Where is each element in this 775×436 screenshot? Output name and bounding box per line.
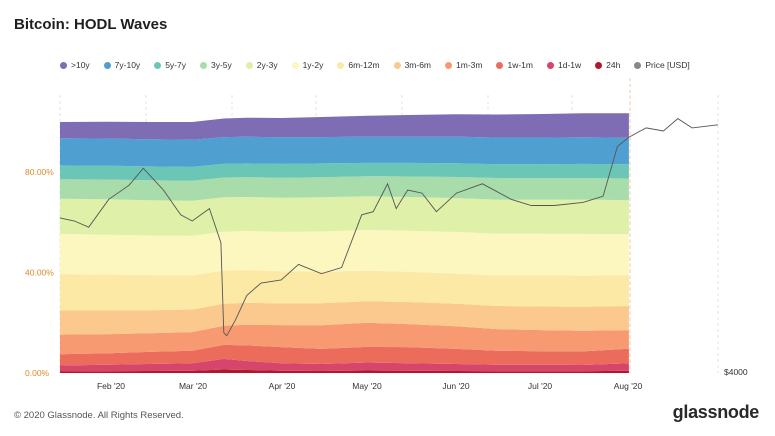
legend-label: 7y-10y: [114, 60, 141, 70]
legend-dot: [393, 61, 401, 69]
legend-item[interactable]: 3y-5y: [199, 60, 232, 70]
band-2y3y: [60, 196, 629, 236]
band-24h: [60, 369, 629, 373]
price-series: [59, 118, 719, 337]
x-tick-label: Aug '20: [614, 381, 643, 391]
legend-dot: [103, 61, 111, 69]
x-tick-label: Feb '20: [97, 381, 125, 391]
legend-dot: [634, 61, 642, 69]
band-6m12m: [60, 270, 629, 311]
y-tick-label: 80.00%: [25, 167, 54, 177]
chart-legend: >10y 7y-10y 5y-7y 3y-5y 2y-3y 1y-2y 6m-12m 3m-6…: [60, 58, 704, 72]
legend-item[interactable]: 1d-1w: [546, 60, 582, 70]
x-tick-label: Mar '20: [179, 381, 207, 391]
band-1w1m: [60, 344, 629, 366]
legend-dot: [595, 61, 603, 69]
legend-item[interactable]: 1w-1m: [496, 60, 533, 70]
x-tick-label: May '20: [352, 381, 382, 391]
band-3y5y: [60, 176, 629, 201]
legend-label: 1w-1m: [507, 60, 533, 70]
legend-label: 3y-5y: [210, 60, 232, 70]
page-title: Bitcoin: HODL Waves: [14, 16, 168, 33]
legend-label: 2y-3y: [256, 60, 278, 70]
legend-item[interactable]: 3m-6m: [393, 60, 432, 70]
x-tick-label: Jul '20: [528, 381, 553, 391]
legend-dot: [60, 61, 67, 69]
axes: 0.00% 40.00% 80.00% Feb '20 Mar '20 Apr '20 Ma…: [25, 167, 748, 391]
legend-item[interactable]: 1y-2y: [291, 60, 324, 70]
legend-label: 3m-6m: [404, 60, 432, 70]
legend-label: 1d-1w: [557, 60, 582, 70]
legend-dot: [337, 61, 345, 69]
legend-label: 1y-2y: [302, 60, 324, 70]
legend-label: 24h: [606, 60, 621, 70]
y-tick-label: 0.00%: [25, 368, 50, 378]
band-1d1w: [60, 358, 629, 372]
y-tick-label: 40.00%: [25, 268, 54, 278]
copyright-text: © 2020 Glassnode. All Rights Reserved.: [14, 410, 184, 421]
legend-dot: [154, 61, 162, 69]
band-5y7y: [60, 162, 629, 181]
glassnode-logo[interactable]: glassnode: [672, 402, 760, 422]
legend-label: Price [USD]: [645, 60, 690, 70]
legend-dot: [546, 61, 554, 69]
legend-item[interactable]: 2y-3y: [245, 60, 278, 70]
legend-dot: [245, 61, 253, 69]
legend-label: 1m-3m: [456, 60, 483, 70]
stacked-bands: [60, 113, 629, 373]
legend-dot: [291, 61, 299, 69]
x-tick-label: Apr '20: [269, 381, 296, 391]
legend-item[interactable]: 24h: [595, 60, 620, 70]
legend-item[interactable]: 6m-12m: [337, 60, 380, 70]
band-7y10y: [60, 136, 629, 167]
legend-item[interactable]: 1m-3m: [445, 60, 482, 70]
band-10y: [60, 113, 629, 140]
y-right-tick-label: $4000: [724, 367, 748, 377]
price-line: [59, 118, 719, 337]
legend-label: >10y: [71, 60, 90, 70]
legend-item[interactable]: >10y: [60, 60, 90, 70]
legend-dot: [445, 61, 453, 69]
legend-label: 6m-12m: [348, 60, 380, 70]
legend-dot: [199, 61, 207, 69]
x-tick-label: Jun '20: [442, 381, 469, 391]
legend-item[interactable]: Price [USD]: [634, 60, 690, 70]
band-1m3m: [60, 322, 629, 355]
legend-dot: [496, 61, 504, 69]
legend-label: 5y-7y: [165, 60, 186, 70]
legend-item[interactable]: 5y-7y: [154, 60, 186, 70]
band-1y2y: [60, 229, 629, 276]
band-3m6m: [60, 301, 629, 335]
legend-item[interactable]: 7y-10y: [103, 60, 141, 70]
